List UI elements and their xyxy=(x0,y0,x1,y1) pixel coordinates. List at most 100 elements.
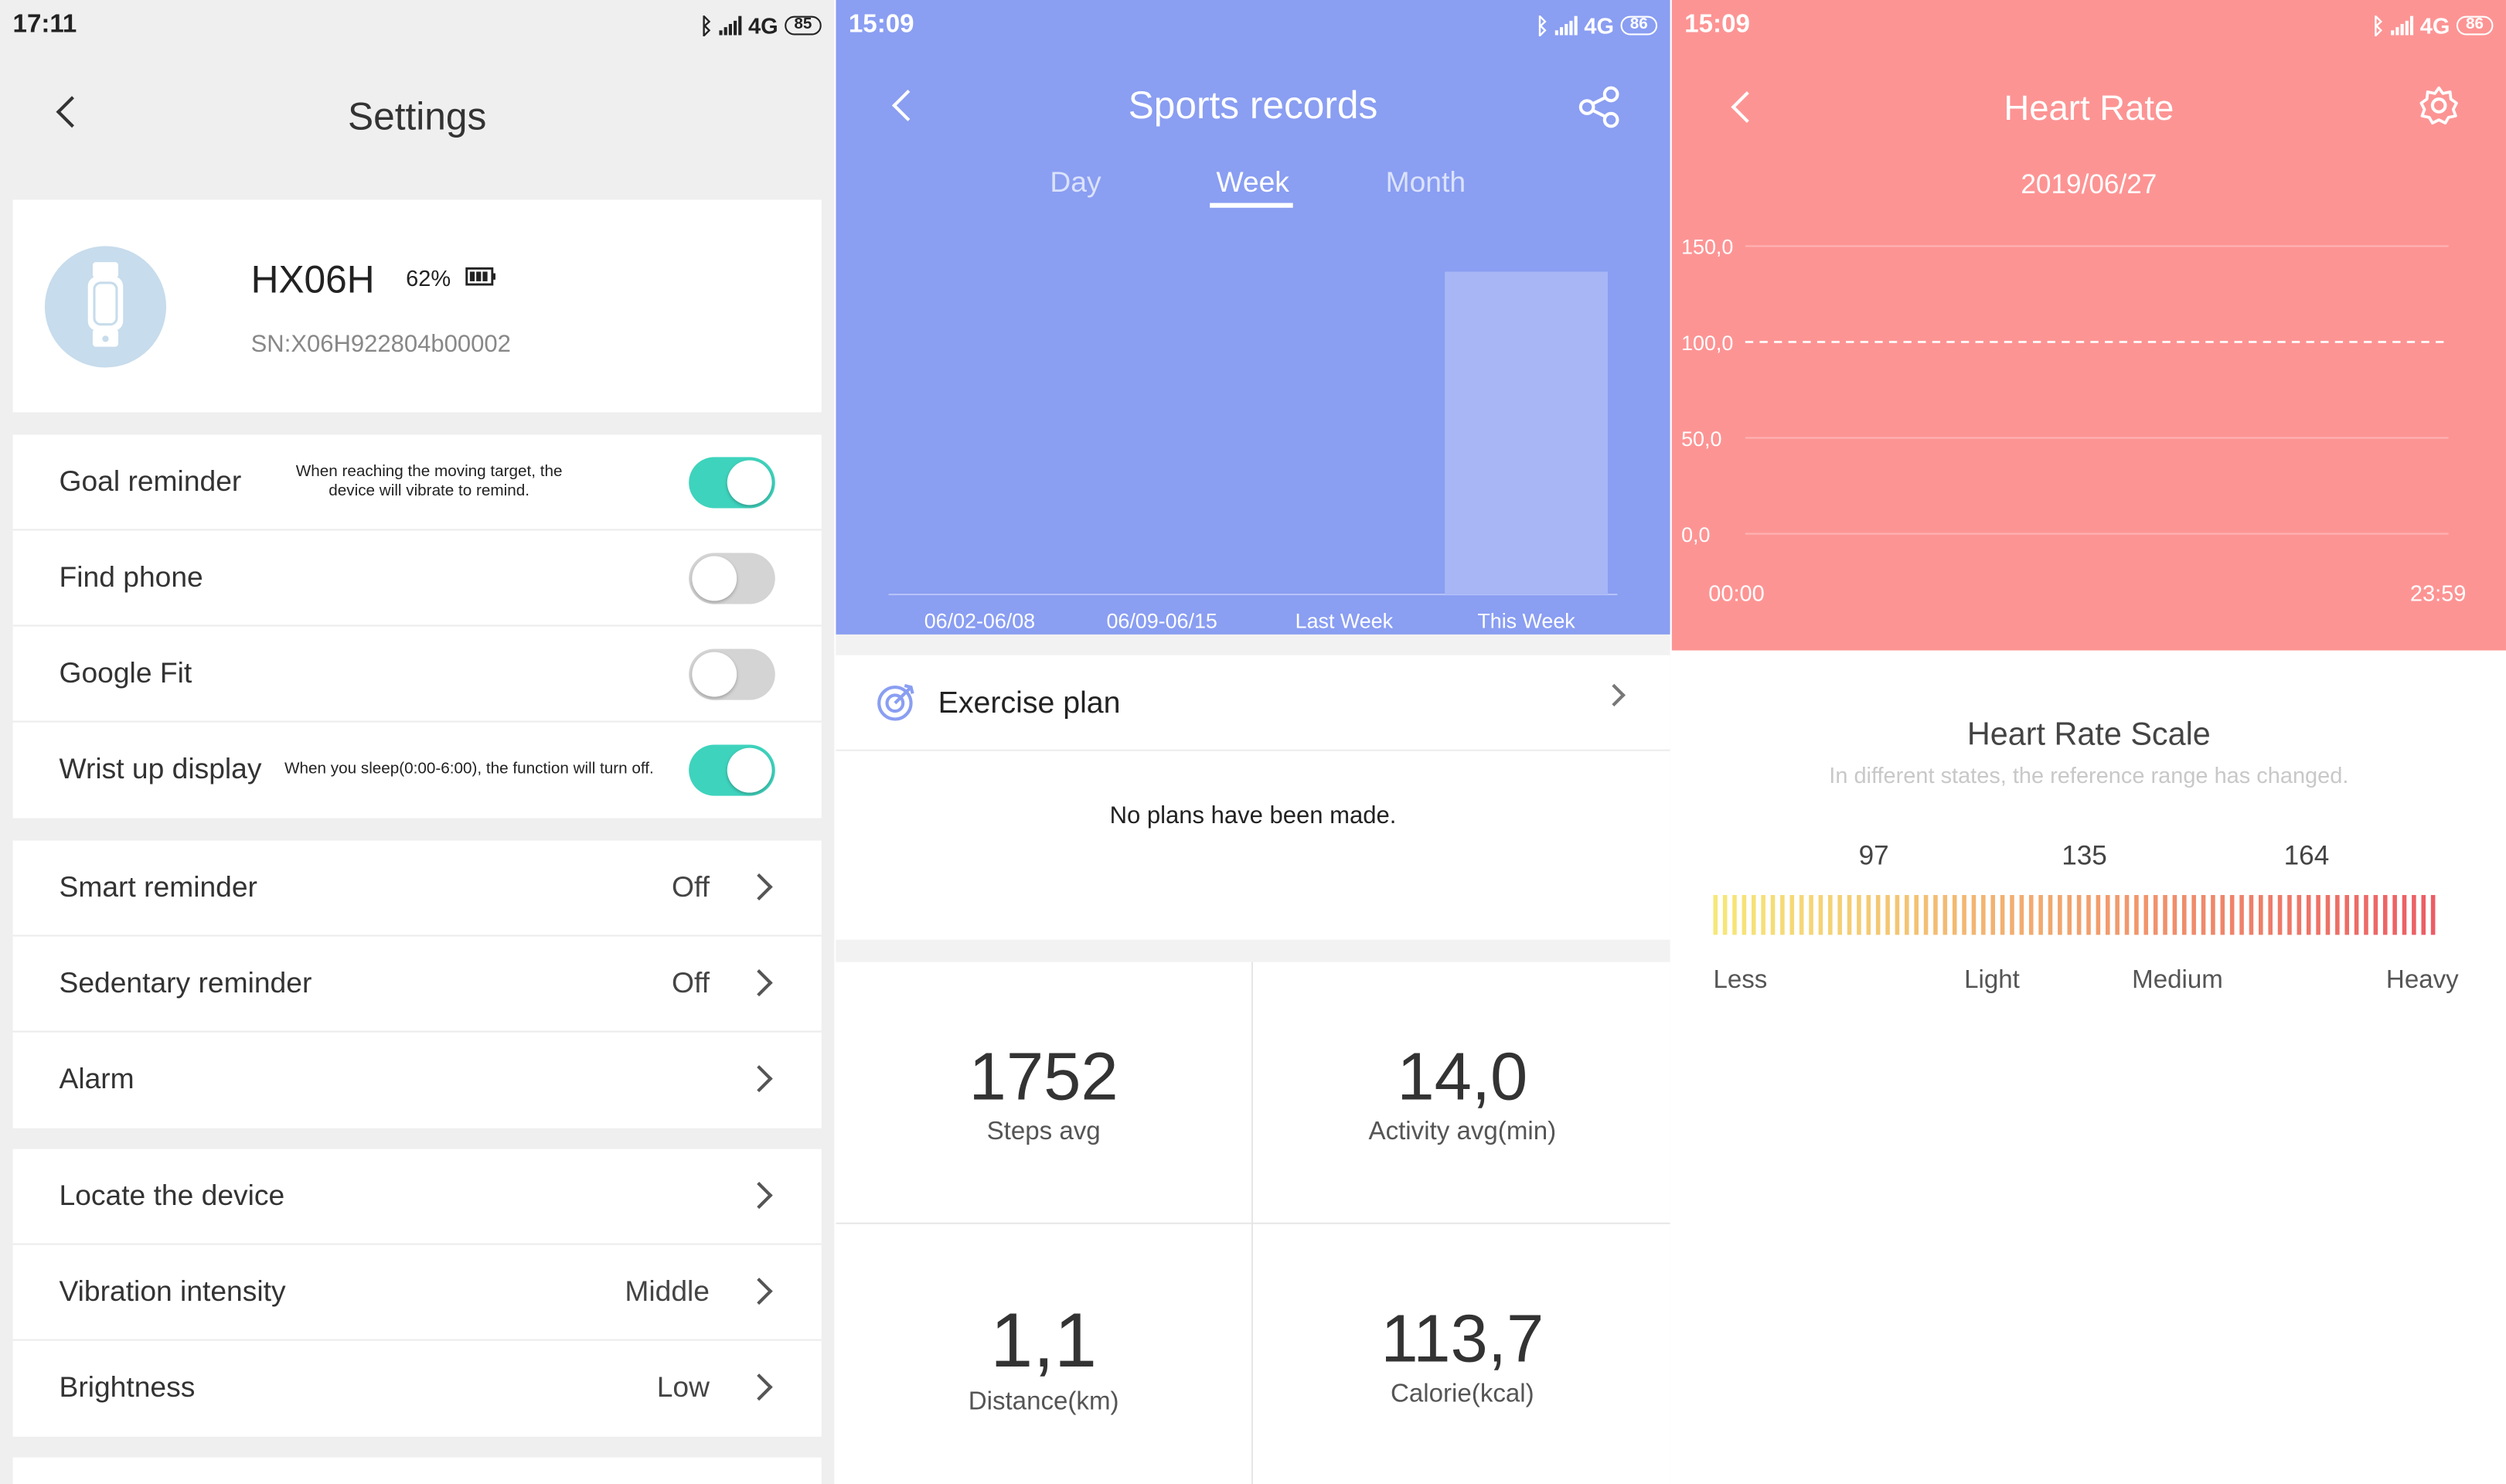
scale-tick xyxy=(1875,894,1881,935)
page-title: Sports records xyxy=(1128,84,1378,128)
stat-calorie: 113,7 Calorie(kcal) xyxy=(1255,1301,1670,1410)
signal-icon xyxy=(719,15,742,36)
scale-tick xyxy=(2010,894,2014,935)
scale-tick xyxy=(2402,894,2407,935)
scale-tick xyxy=(2373,894,2378,935)
smart-reminder-row[interactable]: Smart reminder Off xyxy=(12,841,822,937)
scale-value-medium: 135 xyxy=(2062,840,2107,871)
alarm-row[interactable]: Alarm xyxy=(13,1033,822,1128)
device-options-group: Locate the device Vibration intensity Mi… xyxy=(12,1149,822,1437)
brightness-row[interactable]: Brightness Low xyxy=(13,1341,822,1437)
scale-tick xyxy=(2000,894,2005,935)
scale-tick xyxy=(2392,894,2397,935)
bluetooth-icon: ᛒ xyxy=(1535,12,1549,39)
share-icon[interactable] xyxy=(1578,85,1622,130)
sports-records-screen: 15:09 ᛒ 4G 86 Sports records Day Week Mo… xyxy=(836,0,1670,1484)
bar-3 xyxy=(1445,271,1609,595)
scale-tick xyxy=(2028,894,2034,935)
scale-label-less: Less xyxy=(1713,966,1768,995)
stat-distance: 1,1 Distance(km) xyxy=(836,1298,1251,1418)
stat-steps-label: Steps avg xyxy=(986,1118,1101,1146)
goal-reminder-toggle[interactable] xyxy=(689,457,775,509)
device-card[interactable]: HX06H 62% SN:X06H922804b00002 xyxy=(12,199,822,413)
status-icons: ᛒ 4G 86 xyxy=(1536,11,1658,39)
google-fit-toggle[interactable] xyxy=(689,648,775,700)
goal-reminder-desc: When reaching the moving target, the dev… xyxy=(295,463,563,501)
exercise-plan-label: Exercise plan xyxy=(938,687,1121,721)
stat-distance-value: 1,1 xyxy=(990,1298,1098,1384)
stat-calorie-value: 113,7 xyxy=(1381,1301,1544,1377)
stats-grid: 1752 Steps avg 14,0 Activity avg(min) 1,… xyxy=(836,962,1670,1484)
scale-tick xyxy=(1914,894,1919,935)
scale-tick xyxy=(2163,894,2167,935)
wrist-up-toggle[interactable] xyxy=(689,744,775,796)
scale-tick xyxy=(2354,894,2359,935)
scale-tick xyxy=(1885,894,1890,935)
network-label: 4G xyxy=(748,12,778,39)
scale-tick xyxy=(2229,894,2235,935)
goal-reminder-row: Goal reminder When reaching the moving t… xyxy=(12,434,822,531)
battery-icon: 86 xyxy=(1620,15,1658,36)
target-icon xyxy=(877,683,914,721)
find-phone-toggle[interactable] xyxy=(689,553,775,604)
scale-tick xyxy=(2201,894,2206,935)
scale-tick xyxy=(1942,894,1948,935)
scale-value-light: 97 xyxy=(1858,840,1889,871)
device-avatar xyxy=(44,246,167,368)
status-time: 15:09 xyxy=(1684,11,1750,39)
sedentary-reminder-value: Off xyxy=(672,966,710,999)
grid-divider-h xyxy=(836,1222,1670,1224)
y-tick-label: 100,0 xyxy=(1681,332,1733,355)
tab-day[interactable]: Day xyxy=(1050,166,1101,199)
heart-header xyxy=(1671,0,2506,651)
scale-tick xyxy=(2124,894,2130,935)
scale-tick xyxy=(1732,894,1737,935)
chevron-right-icon xyxy=(745,1182,773,1210)
scale-tick xyxy=(2191,894,2196,935)
smart-reminder-label: Smart reminder xyxy=(59,870,257,904)
sedentary-reminder-row[interactable]: Sedentary reminder Off xyxy=(12,937,822,1033)
scale-tick xyxy=(1923,894,1929,935)
scale-tick xyxy=(2259,894,2263,935)
scale-tick xyxy=(2153,894,2158,935)
scale-tick xyxy=(2335,894,2340,935)
tab-month[interactable]: Month xyxy=(1385,166,1466,199)
exercise-plan-row[interactable]: Exercise plan xyxy=(836,655,1670,751)
exercise-plan-card: Exercise plan No plans have been made. xyxy=(836,655,1670,940)
vibration-intensity-row[interactable]: Vibration intensity Middle xyxy=(12,1245,822,1341)
scale-tick xyxy=(2211,894,2215,935)
scale-tick xyxy=(1847,894,1852,935)
gear-icon[interactable] xyxy=(2418,85,2460,127)
wrist-up-row: Wrist up display When you sleep(0:00-6:0… xyxy=(13,723,822,819)
x-tick-label: 00:00 xyxy=(1708,581,1764,606)
scale-tick xyxy=(2297,894,2302,935)
page-title: Heart Rate xyxy=(2004,87,2174,128)
scale-tick xyxy=(2067,894,2072,935)
scale-tick xyxy=(1905,894,1909,935)
y-tick-label: 0,0 xyxy=(1681,523,1710,546)
scale-label-heavy: Heavy xyxy=(2385,966,2459,995)
scale-tick xyxy=(2086,894,2091,935)
device-name: HX06H xyxy=(250,258,375,302)
scale-tick xyxy=(2143,894,2149,935)
scale-tick xyxy=(1770,894,1776,935)
scale-tick xyxy=(1933,894,1938,935)
date-label: 2019/06/27 xyxy=(2021,169,2157,200)
locate-device-row[interactable]: Locate the device xyxy=(12,1149,822,1245)
x-tick-label: Last Week xyxy=(1296,610,1394,633)
scale-tick xyxy=(2019,894,2024,935)
scale-tick xyxy=(1742,894,1747,935)
scale-tick xyxy=(1828,894,1833,935)
goal-reminder-label: Goal reminder xyxy=(59,465,242,498)
scale-tick xyxy=(2096,894,2101,935)
stat-activity-label: Activity avg(min) xyxy=(1368,1118,1557,1146)
scale-tick xyxy=(2287,894,2292,935)
tab-week[interactable]: Week xyxy=(1216,166,1289,199)
scale-tick xyxy=(2316,894,2320,935)
battery-level-icon xyxy=(465,267,495,286)
scale-tick xyxy=(2048,894,2053,935)
scale-tick xyxy=(1761,894,1765,935)
locate-device-label: Locate the device xyxy=(59,1179,285,1212)
stat-steps-value: 1752 xyxy=(969,1038,1119,1115)
chevron-right-icon xyxy=(745,1065,773,1093)
